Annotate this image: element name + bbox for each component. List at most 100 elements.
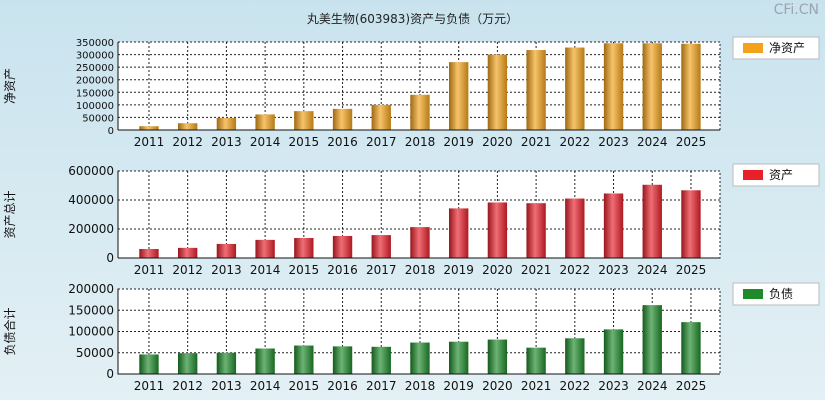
bar-total-assets-2017 xyxy=(371,235,391,258)
bar-total-liabilities-2016 xyxy=(332,346,353,374)
x-tick-label: 2024 xyxy=(637,263,668,277)
x-tick-label: 2022 xyxy=(560,135,591,149)
y-axis-label: 负债合计 xyxy=(2,307,17,355)
y-tick-label: 300000 xyxy=(76,51,114,62)
bar-total-assets-2018 xyxy=(410,227,430,258)
x-tick-label: 2012 xyxy=(172,135,203,149)
bar-net-assets-2011 xyxy=(139,126,159,130)
y-axis-label: 净资产 xyxy=(3,68,17,104)
x-tick-label: 2025 xyxy=(676,135,707,149)
bar-net-assets-2013 xyxy=(216,117,237,130)
x-tick-label: 2020 xyxy=(482,263,513,277)
x-tick-label: 2014 xyxy=(250,263,281,277)
legend-label: 净资产 xyxy=(769,41,805,55)
legend-label: 资产 xyxy=(769,168,793,182)
x-tick-label: 2013 xyxy=(211,135,242,149)
y-tick-label: 200000 xyxy=(76,76,114,87)
bar-total-liabilities-2011 xyxy=(139,354,159,374)
bar-total-liabilities-2012 xyxy=(178,353,198,374)
x-tick-label: 2017 xyxy=(366,379,397,393)
bar-total-assets-2021 xyxy=(526,203,546,258)
x-tick-label: 2016 xyxy=(327,379,358,393)
bar-total-liabilities-2020 xyxy=(487,339,508,374)
x-tick-label: 2021 xyxy=(521,135,552,149)
bar-net-assets-2025 xyxy=(681,43,701,131)
bar-net-assets-2021 xyxy=(526,50,546,130)
bar-total-assets-2019 xyxy=(449,208,469,258)
bar-total-assets-2012 xyxy=(178,247,198,258)
legend-swatch xyxy=(743,170,763,180)
y-tick-label: 0 xyxy=(106,251,114,265)
bar-total-liabilities-2022 xyxy=(565,338,585,374)
x-tick-label: 2019 xyxy=(443,263,474,277)
x-tick-label: 2017 xyxy=(366,263,397,277)
x-tick-label: 2013 xyxy=(211,263,242,277)
x-tick-label: 2011 xyxy=(134,379,165,393)
panel-total-assets: 0 200000 400000 600000 2011 2012 2013 2014 2015 2… xyxy=(3,163,820,277)
legend-label: 负债 xyxy=(769,287,793,301)
y-tick-label: 200000 xyxy=(68,282,114,296)
y-tick-label: 100000 xyxy=(76,101,114,112)
x-tick-label: 2014 xyxy=(250,379,281,393)
x-tick-label: 2018 xyxy=(405,263,436,277)
y-tick-label: 0 xyxy=(106,367,114,381)
x-tick-label: 2016 xyxy=(327,263,358,277)
bar-total-liabilities-2018 xyxy=(410,342,430,374)
x-tick-label: 2011 xyxy=(134,263,165,277)
bar-total-assets-2022 xyxy=(565,198,585,258)
bar-total-liabilities-2014 xyxy=(255,348,275,374)
x-tick-label: 2019 xyxy=(443,135,474,149)
bar-net-assets-2015 xyxy=(294,111,314,130)
bar-net-assets-2014 xyxy=(255,114,275,130)
legend-swatch xyxy=(743,43,763,53)
bar-total-assets-2024 xyxy=(642,184,662,258)
x-tick-label: 2018 xyxy=(405,135,436,149)
x-tick-label: 2023 xyxy=(598,135,629,149)
bar-total-liabilities-2015 xyxy=(294,345,314,374)
y-tick-label: 0 xyxy=(108,126,114,137)
bar-total-liabilities-2019 xyxy=(449,341,469,374)
bar-net-assets-2024 xyxy=(642,43,662,130)
x-tick-label: 2019 xyxy=(443,379,474,393)
x-tick-label: 2020 xyxy=(482,135,513,149)
bar-total-assets-2014 xyxy=(255,239,275,258)
bar-total-liabilities-2013 xyxy=(216,352,237,374)
y-tick-label: 50000 xyxy=(82,113,114,124)
y-tick-label: 50000 xyxy=(76,346,114,360)
bar-total-liabilities-2023 xyxy=(603,329,624,374)
bar-net-assets-2012 xyxy=(178,123,198,130)
x-tick-label: 2024 xyxy=(637,135,668,149)
x-tick-label: 2017 xyxy=(366,135,397,149)
bar-total-liabilities-2021 xyxy=(526,347,546,374)
x-tick-label: 2015 xyxy=(289,379,320,393)
x-tick-label: 2025 xyxy=(676,263,707,277)
x-tick-label: 2025 xyxy=(676,379,707,393)
bar-net-assets-2018 xyxy=(410,94,430,130)
bar-total-liabilities-2024 xyxy=(642,305,662,374)
bar-total-liabilities-2025 xyxy=(681,322,701,374)
legend-box xyxy=(732,282,820,306)
x-tick-label: 2021 xyxy=(521,379,552,393)
bar-net-assets-2017 xyxy=(371,104,391,130)
x-tick-label: 2020 xyxy=(482,379,513,393)
y-tick-label: 200000 xyxy=(68,222,114,236)
bar-net-assets-2022 xyxy=(565,47,585,130)
bar-total-assets-2025 xyxy=(681,190,701,258)
bar-total-liabilities-2017 xyxy=(371,346,391,374)
y-tick-label: 250000 xyxy=(76,63,114,74)
x-tick-label: 2021 xyxy=(521,263,552,277)
bar-net-assets-2016 xyxy=(332,108,353,130)
y-tick-label: 400000 xyxy=(68,193,114,207)
x-tick-label: 2012 xyxy=(172,263,203,277)
x-tick-label: 2022 xyxy=(560,263,591,277)
legend-swatch xyxy=(743,289,763,299)
y-tick-label: 150000 xyxy=(76,88,114,99)
bar-net-assets-2023 xyxy=(603,43,624,130)
y-tick-label: 100000 xyxy=(68,325,114,339)
chart-title: 丸美生物(603983)资产与负债（万元） xyxy=(306,12,519,26)
watermark: CFi.CN xyxy=(773,2,819,18)
bar-total-assets-2013 xyxy=(216,243,237,258)
y-tick-label: 600000 xyxy=(68,164,114,178)
x-tick-label: 2023 xyxy=(598,263,629,277)
